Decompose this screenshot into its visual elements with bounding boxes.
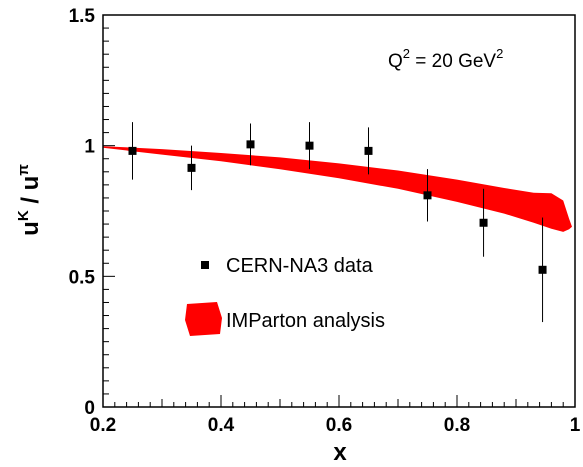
y-axis-title-sup1: K [15, 210, 32, 221]
x-tick-label: 0.8 [444, 415, 470, 436]
y-axis-title-sep: / [17, 190, 44, 210]
data-point [246, 140, 255, 149]
legend-label-data: CERN-NA3 data [226, 255, 374, 277]
legend: CERN-NA3 data IMParton analysis [185, 255, 385, 336]
x-tick-label: 0.4 [208, 415, 235, 436]
x-tick-label: 0.2 [90, 415, 116, 436]
q2-annotation: Q2 = 20 GeV2 [388, 46, 503, 72]
data-point [423, 191, 432, 200]
annotation-q: Q [388, 51, 403, 72]
y-tick-label: 1 [84, 137, 95, 158]
annotation-middle: = 20 GeV [410, 51, 496, 72]
y-tick-label: 1.5 [69, 6, 96, 27]
legend-label-band: IMParton analysis [226, 310, 385, 332]
y-axis-title-base1: u [17, 221, 44, 236]
band-layer [103, 146, 572, 232]
tick-labels-layer: 0.2 0.4 0.6 0.8 1 0 0.5 1 1.5 [69, 6, 581, 436]
x-tick-label: 1 [570, 415, 581, 436]
legend-swatch-band [185, 302, 222, 336]
data-point [187, 163, 196, 172]
x-tick-label: 0.6 [326, 415, 352, 436]
ticks-layer [102, 14, 576, 408]
data-point [128, 146, 137, 155]
points-layer [128, 122, 547, 323]
data-point [364, 146, 373, 155]
y-axis-title-sup2: π [15, 164, 32, 176]
y-tick-label: 0 [84, 398, 95, 419]
legend-marker-data [201, 261, 209, 269]
data-point [538, 265, 547, 274]
y-axis-title: uK / uπ [15, 164, 44, 236]
annotation-unit-sup: 2 [496, 46, 503, 61]
data-point [305, 141, 314, 150]
x-axis-title: x [333, 439, 347, 466]
data-point [479, 218, 488, 227]
y-axis-title-base2: u [17, 176, 44, 191]
annotation-q-sup: 2 [403, 46, 410, 61]
imparton-band [103, 146, 572, 232]
y-tick-label: 0.5 [69, 267, 96, 288]
